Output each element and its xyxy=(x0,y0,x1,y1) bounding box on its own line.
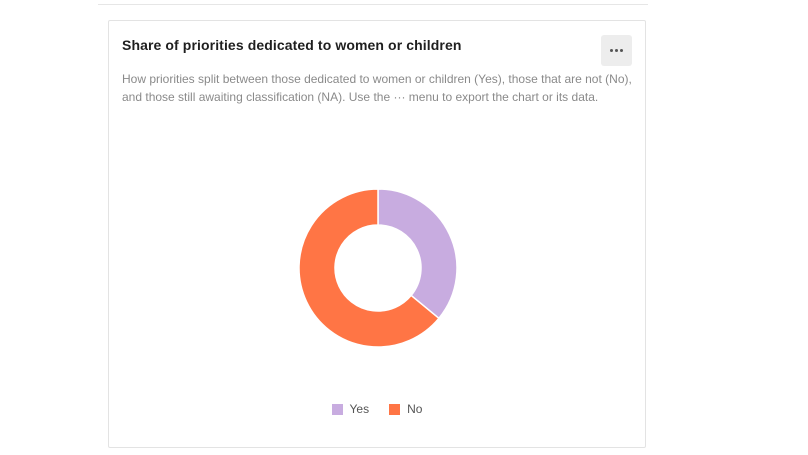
card-title: Share of priorities dedicated to women o… xyxy=(122,37,462,53)
legend-label: No xyxy=(407,402,423,416)
legend-swatch xyxy=(389,403,401,415)
top-divider xyxy=(98,4,648,5)
donut-slice-no[interactable] xyxy=(298,188,440,348)
legend-item-no[interactable]: No xyxy=(389,402,422,416)
chart-card: Share of priorities dedicated to women o… xyxy=(108,20,646,448)
donut-slice-yes[interactable] xyxy=(377,188,458,320)
chart-menu-button[interactable] xyxy=(601,35,632,66)
more-horizontal-icon xyxy=(610,49,623,52)
chart-legend: Yes No xyxy=(109,402,645,416)
donut-chart xyxy=(298,188,458,348)
card-description: How priorities split between those dedic… xyxy=(122,72,632,104)
legend-swatch xyxy=(331,403,343,415)
legend-item-yes[interactable]: Yes xyxy=(331,402,370,416)
legend-label: Yes xyxy=(349,402,370,416)
